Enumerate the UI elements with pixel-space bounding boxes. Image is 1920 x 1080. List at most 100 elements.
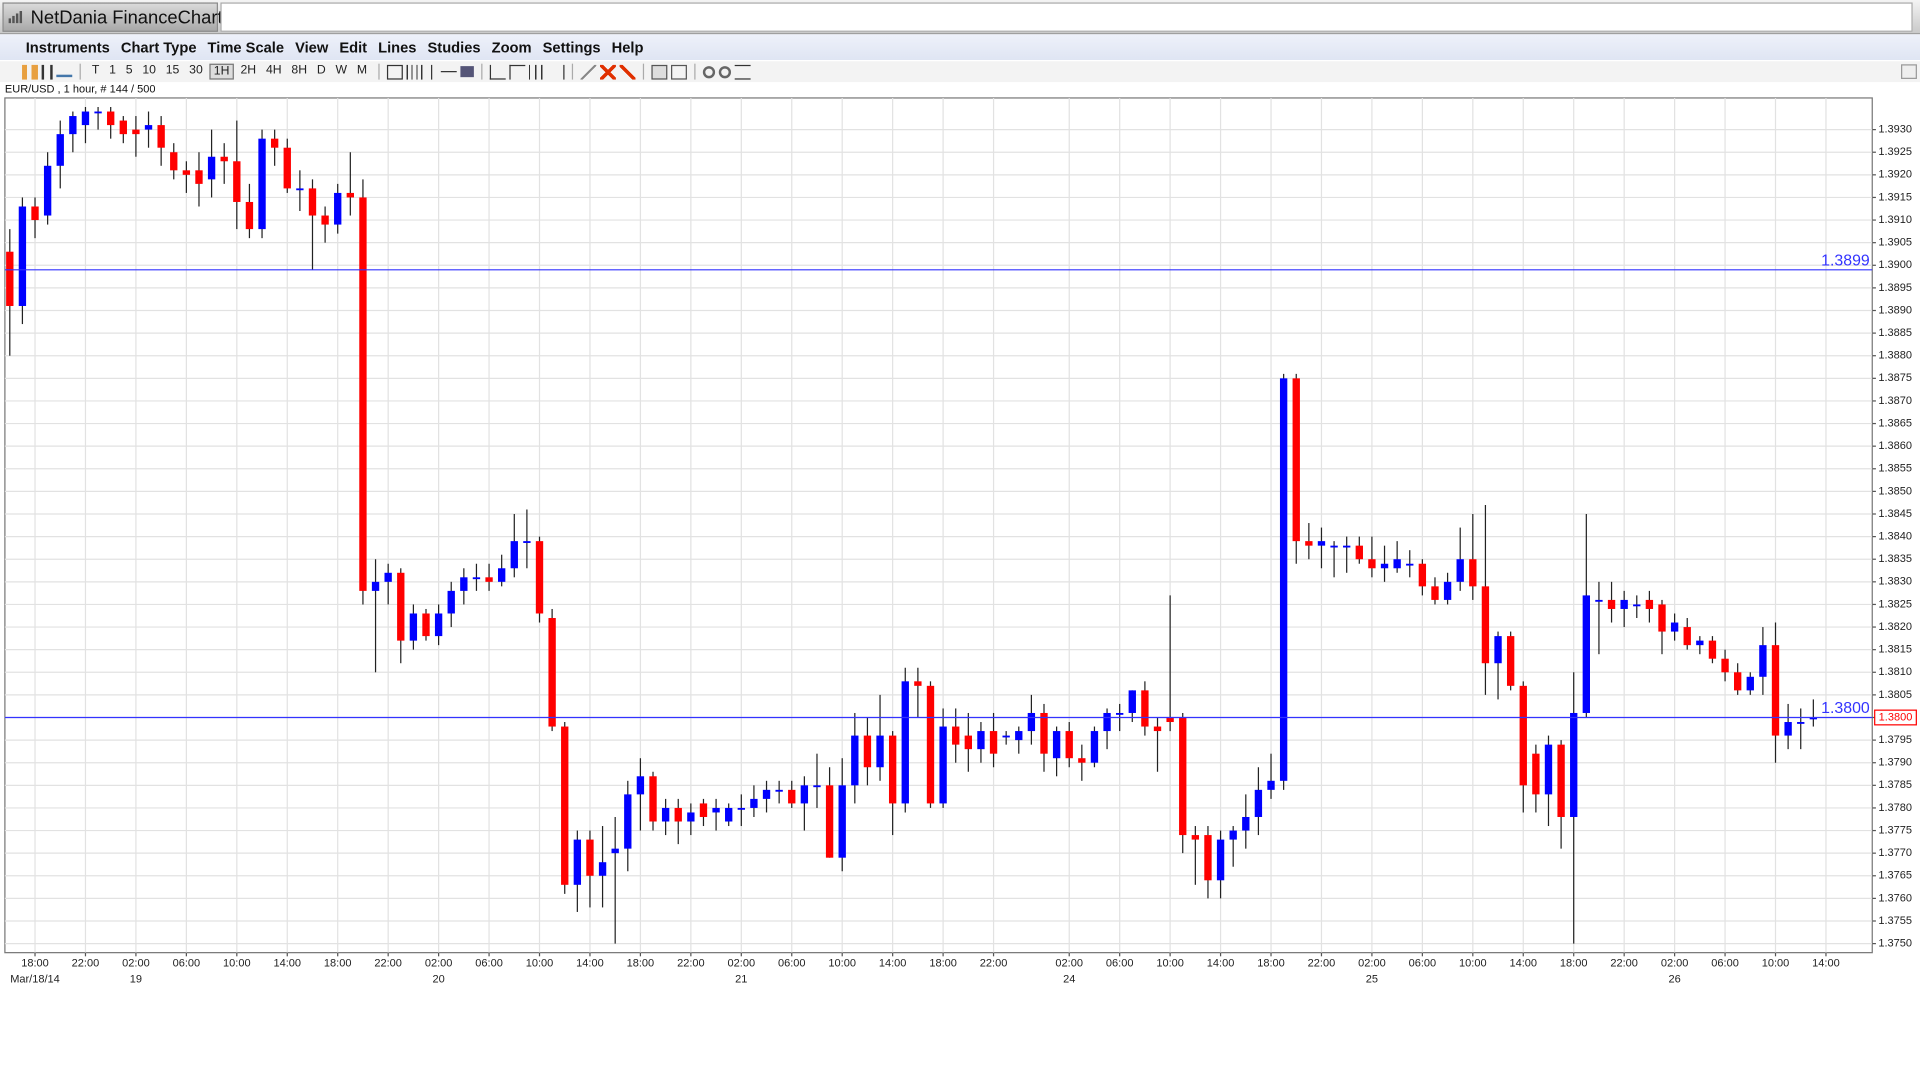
menu-item[interactable]: Chart Type: [120, 38, 197, 56]
time-scale-button[interactable]: 8H: [291, 63, 308, 78]
candle-body: [107, 111, 115, 126]
menu-item[interactable]: Lines: [378, 38, 417, 56]
candle-body: [384, 572, 392, 582]
candle-body: [535, 541, 544, 614]
tool-icon[interactable]: [489, 64, 506, 79]
address-field[interactable]: [220, 2, 1913, 32]
candle-body: [69, 116, 77, 135]
candle-body: [1229, 830, 1237, 840]
x-tick-label: 18:00: [627, 958, 655, 970]
time-scale-button[interactable]: 15: [165, 63, 180, 78]
x-tick-label: 10:00: [223, 958, 251, 970]
y-tick-label: 1.3780: [1878, 802, 1912, 814]
x-tick-label: 18:00: [929, 958, 957, 970]
title-bar: NetDania FinanceChart: [0, 0, 1920, 35]
x-tick-label: 02:00: [1055, 958, 1083, 970]
tool-icon[interactable]: [580, 64, 597, 79]
menu-item[interactable]: Help: [611, 38, 644, 56]
candle-body: [1406, 563, 1414, 566]
time-scale-button[interactable]: 2H: [240, 63, 257, 78]
app-tab[interactable]: NetDania FinanceChart: [2, 2, 223, 32]
candle-body: [397, 572, 405, 641]
y-tick-label: 1.3925: [1878, 146, 1912, 158]
y-tick-label: 1.3920: [1878, 169, 1912, 181]
candle-body: [1040, 712, 1048, 754]
candle-body: [838, 785, 846, 858]
candle-body: [725, 807, 733, 822]
zoom-in-icon[interactable]: [702, 65, 715, 78]
candle-body: [1254, 789, 1263, 817]
preview-icon[interactable]: [670, 64, 687, 79]
time-scale-button[interactable]: 30: [189, 63, 203, 78]
candle-body: [283, 147, 291, 189]
candle-body: [1418, 563, 1427, 587]
candle-body: [636, 776, 645, 795]
print-icon[interactable]: [651, 64, 668, 79]
tool-icon[interactable]: [430, 64, 437, 79]
time-scale-button[interactable]: 4H: [265, 63, 282, 78]
x-tick-label: 18:00: [21, 958, 49, 970]
y-tick-label: 1.3820: [1878, 621, 1912, 633]
candle-body: [1734, 672, 1742, 691]
y-tick-label: 1.3915: [1878, 191, 1912, 203]
menu-item[interactable]: Instruments: [25, 38, 110, 56]
candle-body: [1443, 581, 1452, 600]
candle-body: [1544, 744, 1553, 795]
candle-body: [1090, 731, 1099, 763]
tool-icon[interactable]: [509, 64, 526, 79]
menu-item[interactable]: Time Scale: [207, 38, 285, 56]
menu-item[interactable]: Studies: [427, 38, 481, 56]
candle-body: [661, 807, 670, 822]
candle-body: [1103, 712, 1111, 732]
candle-body: [18, 206, 27, 306]
time-scale-button[interactable]: 1: [109, 63, 116, 78]
y-tick-label: 1.3900: [1878, 259, 1912, 271]
time-scale-button[interactable]: T: [91, 63, 100, 78]
candle-body: [157, 125, 165, 148]
candle-body: [1393, 559, 1401, 569]
tool-icon[interactable]: [386, 64, 403, 79]
time-scale-group: T 1 5 10 15 30 1H 2H 4H 8H D W M: [88, 63, 371, 80]
tool-icon[interactable]: [460, 66, 474, 78]
zoom-out-icon[interactable]: [718, 65, 731, 78]
candle-body: [195, 170, 203, 184]
tool-icon[interactable]: [548, 64, 565, 79]
time-scale-button[interactable]: W: [335, 63, 348, 78]
delete-all-icon[interactable]: [619, 64, 636, 79]
tool-icon[interactable]: [528, 64, 545, 79]
candle-body: [6, 251, 14, 306]
tool-icon[interactable]: [406, 64, 423, 79]
time-scale-button[interactable]: D: [316, 63, 326, 78]
fit-icon[interactable]: [734, 64, 751, 79]
tool-icon[interactable]: [41, 64, 53, 79]
menu-item[interactable]: Edit: [339, 38, 368, 56]
tool-icon[interactable]: [22, 64, 38, 79]
candle-body: [1607, 599, 1616, 609]
tool-icon[interactable]: [440, 70, 457, 72]
menu-item[interactable]: Settings: [542, 38, 601, 56]
delete-icon[interactable]: [599, 64, 616, 79]
candle-body: [888, 735, 897, 804]
time-scale-button[interactable]: M: [356, 63, 368, 78]
x-tick-label: 06:00: [778, 958, 806, 970]
separator: [378, 63, 380, 80]
y-tick-label: 1.3845: [1878, 508, 1912, 520]
time-scale-button[interactable]: 5: [125, 63, 133, 78]
y-tick-label: 1.3825: [1878, 598, 1912, 610]
candle-body: [1078, 758, 1086, 763]
x-tick-label: 18:00: [1257, 958, 1285, 970]
candle-body: [1065, 731, 1073, 759]
x-tick-label: 14:00: [1509, 958, 1537, 970]
time-scale-button[interactable]: 10: [142, 63, 156, 78]
candle-body: [863, 735, 872, 768]
x-tick-label: 18:00: [324, 958, 352, 970]
y-tick-label: 1.3910: [1878, 214, 1912, 226]
tool-icon[interactable]: [56, 66, 73, 78]
menu-item[interactable]: Zoom: [491, 38, 532, 56]
candle-body: [1279, 378, 1288, 781]
y-tick-label: 1.3865: [1878, 417, 1912, 429]
time-scale-button[interactable]: 1H: [208, 63, 235, 80]
x-date-label: 26: [1668, 973, 1680, 985]
menu-item[interactable]: View: [295, 38, 329, 56]
x-tick-label: 02:00: [1358, 958, 1386, 970]
